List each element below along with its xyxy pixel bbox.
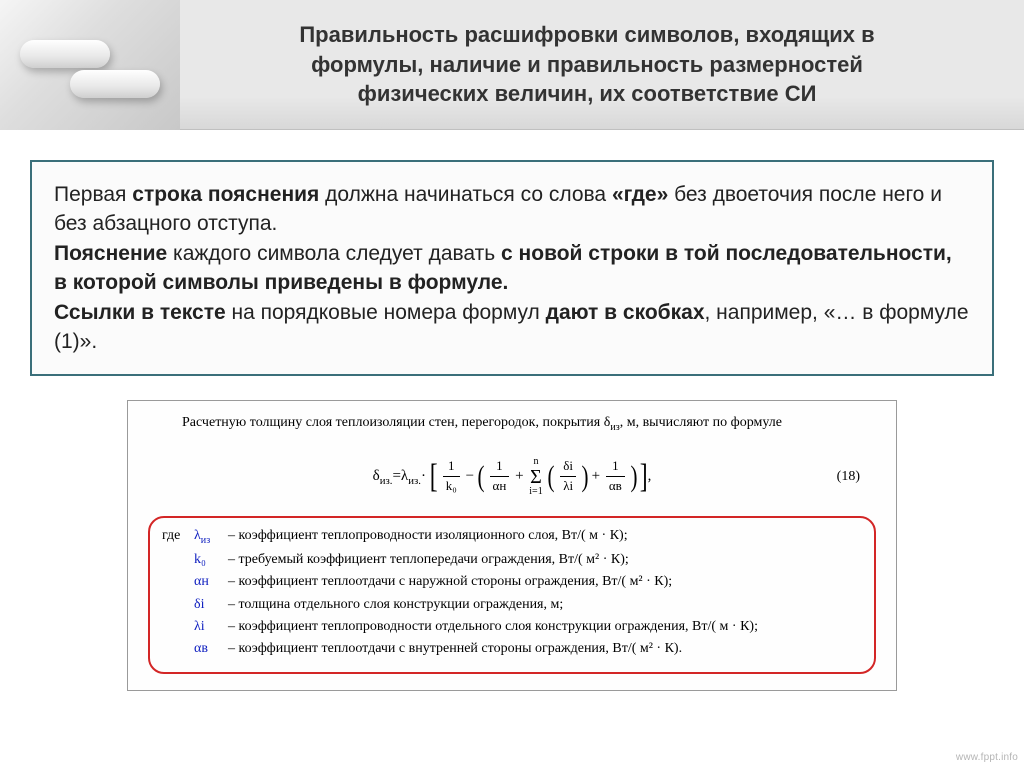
def-row: αв – коэффициент теплоотдачи с внутренне… (162, 639, 862, 659)
frac-k0-bot: k₀ (443, 477, 460, 496)
corner-decorative-image (0, 0, 180, 130)
header-band: Правильность расшифровки символов, входя… (0, 0, 1024, 130)
slide-title: Правильность расшифровки символов, входя… (180, 20, 994, 109)
p3-a: Ссылки в тексте (54, 301, 226, 324)
frac-di-top: δi (560, 457, 576, 477)
frac-an-top: 1 (490, 457, 510, 477)
footer-url: www.fppt.info (956, 752, 1018, 763)
where-label: где (162, 526, 194, 548)
sum-bot: i=1 (529, 487, 542, 497)
p2-b: каждого символа следует давать (167, 242, 501, 265)
title-line-1: Правильность расшифровки символов, входя… (299, 22, 874, 47)
where-definitions-box: где λиз – коэффициент теплопроводности и… (148, 516, 876, 674)
p3-c: дают в скобках (546, 301, 705, 324)
p2-a: Пояснение (54, 242, 167, 265)
def-sym-1: k₀ (194, 550, 228, 570)
title-line-2: формулы, наличие и правильность размерно… (311, 52, 863, 77)
def-sym-0: λиз (194, 526, 228, 548)
def-txt-0: – коэффициент теплопроводности изоляцион… (228, 526, 862, 548)
p1-d: «где» (612, 183, 668, 206)
title-line-3: физических величин, их соответствие СИ (358, 81, 817, 106)
p1-a: Первая (54, 183, 132, 206)
def-row: λi – коэффициент теплопроводности отдель… (162, 617, 862, 637)
def-sym-3: δi (194, 595, 228, 615)
def-sym-4: λi (194, 617, 228, 637)
frac-di-bot: λi (560, 477, 576, 496)
def-row: αн – коэффициент теплоотдачи с наружной … (162, 572, 862, 592)
frac-an-bot: αн (490, 477, 510, 496)
def-txt-2: – коэффициент теплоотдачи с наружной сто… (228, 572, 862, 592)
def-row: δi – толщина отдельного слоя конструкции… (162, 595, 862, 615)
formula-row: δиз.=λиз.· [ 1k₀ − ( 1αн + nΣi=1 ( δiλi … (146, 450, 878, 504)
def-txt-3: – толщина отдельного слоя конструкции ог… (228, 595, 862, 615)
def-txt-5: – коэффициент теплоотдачи с внутренней с… (228, 639, 862, 659)
def-txt-4: – коэффициент теплопроводности отдельног… (228, 617, 862, 637)
def-sym-5: αв (194, 639, 228, 659)
def-txt-1: – требуемый коэффициент теплопередачи ог… (228, 550, 862, 570)
p1-b: строка пояснения (132, 183, 319, 206)
rules-text-box: Первая строка пояснения должна начинатьс… (30, 160, 994, 376)
formula-example-block: Расчетную толщину слоя теплоизоляции сте… (127, 400, 897, 690)
def-sym-2: αн (194, 572, 228, 592)
frac-k0-top: 1 (443, 457, 460, 477)
def-row: где λиз – коэффициент теплопроводности и… (162, 526, 862, 548)
frac-av-bot: αв (606, 477, 625, 496)
equation-number: (18) (837, 467, 860, 487)
p3-b: на порядковые номера формул (226, 301, 546, 324)
formula-body: δиз.=λиз.· [ 1k₀ − ( 1αн + nΣi=1 ( δiλi … (373, 452, 652, 501)
example-intro-text: Расчетную толщину слоя теплоизоляции сте… (146, 413, 878, 435)
def-row: k₀ – требуемый коэффициент теплопередачи… (162, 550, 862, 570)
frac-av-top: 1 (606, 457, 625, 477)
p1-c: должна начинаться со слова (319, 183, 612, 206)
